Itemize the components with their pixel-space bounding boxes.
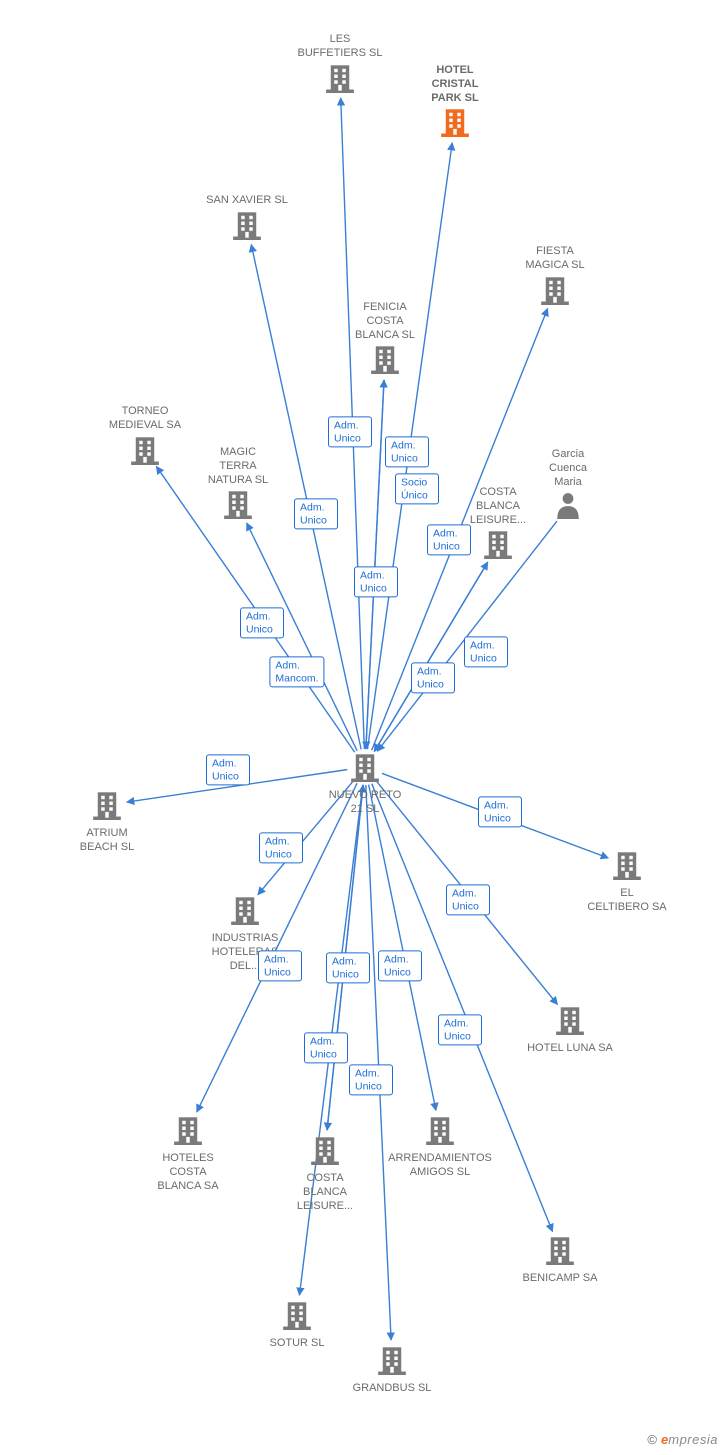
node-atrium-beach[interactable]: ATRIUM BEACH SL: [47, 790, 167, 855]
node-san-xavier[interactable]: SAN XAVIER SL: [187, 194, 307, 245]
edge-label: Adm. Unico: [349, 1064, 393, 1095]
building-icon: [283, 1300, 311, 1330]
edge-line: [369, 785, 436, 1111]
building-icon: [174, 1115, 202, 1145]
building-icon: [311, 1135, 339, 1165]
node-arrendamientos[interactable]: ARRENDAMIENTOS AMIGOS SL: [380, 1115, 500, 1180]
node-label: HOTEL CRISTAL PARK SL: [395, 64, 515, 105]
node-label: MAGIC TERRA NATURA SL: [178, 446, 298, 487]
node-label: BENICAMP SA: [500, 1272, 620, 1286]
node-hotel-cristal[interactable]: HOTEL CRISTAL PARK SL: [395, 64, 515, 142]
building-icon: [426, 1115, 454, 1145]
edge-label: Adm. Unico: [206, 754, 250, 785]
node-label: SAN XAVIER SL: [187, 194, 307, 208]
building-icon: [93, 790, 121, 820]
node-label: COSTA BLANCA LEISURE...: [265, 1172, 385, 1213]
building-icon: [351, 752, 379, 782]
edge-label: Adm. Unico: [304, 1032, 348, 1063]
edge-label: Socio Único: [395, 473, 439, 504]
node-les-buffetiers[interactable]: LES BUFFETIERS SL: [280, 33, 400, 98]
edge-label: Adm. Unico: [294, 498, 338, 529]
building-icon: [441, 107, 469, 137]
node-label: ARRENDAMIENTOS AMIGOS SL: [380, 1152, 500, 1180]
edge-label: Adm. Unico: [354, 566, 398, 597]
node-fiesta-magica[interactable]: FIESTA MAGICA SL: [495, 245, 615, 310]
node-label: LES BUFFETIERS SL: [280, 33, 400, 61]
node-label: TORNEO MEDIEVAL SA: [85, 405, 205, 433]
building-icon: [378, 1345, 406, 1375]
edge-label: Adm. Unico: [411, 662, 455, 693]
brand-logo: empresia: [661, 1432, 718, 1447]
edge-label: Adm. Unico: [258, 950, 302, 981]
building-icon: [541, 275, 569, 305]
node-label: HOTEL LUNA SA: [510, 1042, 630, 1056]
node-label: NUEVO RETO 21 SL: [305, 789, 425, 817]
node-hotel-luna[interactable]: HOTEL LUNA SA: [510, 1005, 630, 1056]
node-label: EL CELTIBERO SA: [567, 887, 687, 915]
node-label: GRANDBUS SL: [332, 1382, 452, 1396]
node-grandbus[interactable]: GRANDBUS SL: [332, 1345, 452, 1396]
person-icon: [555, 491, 581, 519]
footer-copyright: © empresia: [647, 1432, 718, 1447]
edge-label: Adm. Unico: [478, 796, 522, 827]
building-icon: [546, 1235, 574, 1265]
edge-line: [366, 785, 391, 1340]
edge-label: Adm. Unico: [464, 636, 508, 667]
node-fenicia[interactable]: FENICIA COSTA BLANCA SL: [325, 301, 445, 379]
node-nuevo-reto[interactable]: NUEVO RETO 21 SL: [305, 752, 425, 817]
node-hoteles-costa-blanca[interactable]: HOTELES COSTA BLANCA SA: [128, 1115, 248, 1193]
edge-label: Adm. Unico: [240, 607, 284, 638]
copyright-symbol: ©: [647, 1432, 657, 1447]
node-label: FIESTA MAGICA SL: [495, 245, 615, 273]
node-label: ATRIUM BEACH SL: [47, 827, 167, 855]
node-magic-terra[interactable]: MAGIC TERRA NATURA SL: [178, 446, 298, 524]
edge-label: Adm. Unico: [438, 1014, 482, 1045]
node-benicamp[interactable]: BENICAMP SA: [500, 1235, 620, 1286]
building-icon: [556, 1005, 584, 1035]
node-costa-blanca-leisure-bottom[interactable]: COSTA BLANCA LEISURE...: [265, 1135, 385, 1213]
building-icon: [224, 489, 252, 519]
building-icon: [613, 850, 641, 880]
node-sotur[interactable]: SOTUR SL: [237, 1300, 357, 1351]
edge-label: Adm. Unico: [378, 950, 422, 981]
building-icon: [371, 344, 399, 374]
edge-label: Adm. Unico: [326, 952, 370, 983]
building-icon: [326, 63, 354, 93]
edge-label: Adm. Unico: [446, 884, 490, 915]
node-label: Garcia Cuenca Maria: [508, 448, 628, 489]
edge-label: Adm. Unico: [259, 832, 303, 863]
edge-label: Adm. Mancom.: [269, 656, 324, 687]
node-label: HOTELES COSTA BLANCA SA: [128, 1152, 248, 1193]
edge-label: Adm. Unico: [328, 416, 372, 447]
node-el-celtibero[interactable]: EL CELTIBERO SA: [567, 850, 687, 915]
edge-label: Adm. Unico: [385, 436, 429, 467]
building-icon: [233, 210, 261, 240]
building-icon: [231, 895, 259, 925]
edge-label: Adm. Unico: [427, 524, 471, 555]
building-icon: [131, 435, 159, 465]
node-label: FENICIA COSTA BLANCA SL: [325, 301, 445, 342]
node-label: COSTA BLANCA LEISURE...: [438, 486, 558, 527]
building-icon: [484, 529, 512, 559]
